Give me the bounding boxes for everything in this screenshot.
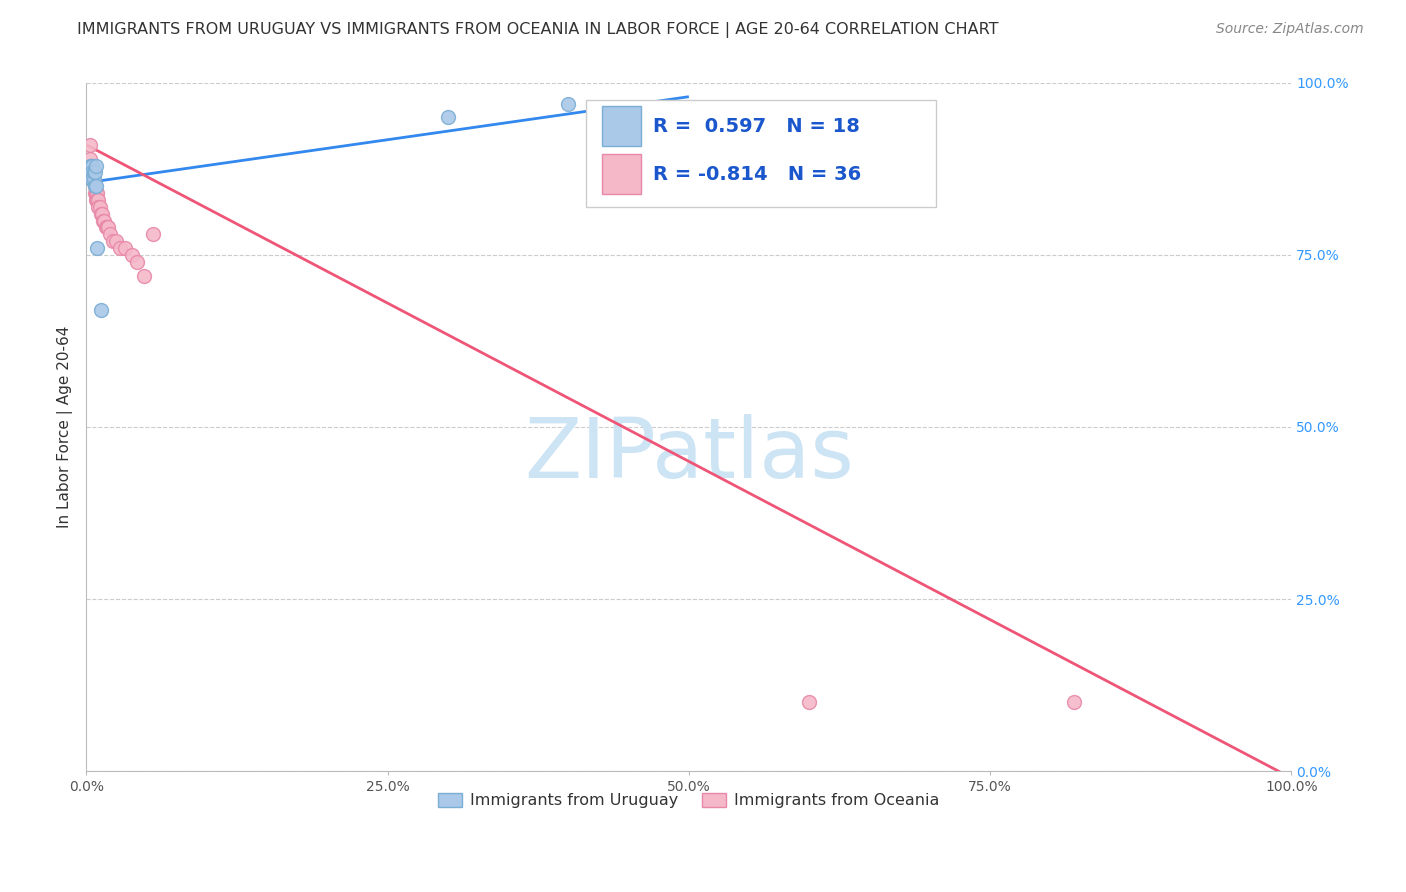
Point <box>83 165 105 179</box>
Point <box>96 220 118 235</box>
Point <box>83 165 105 179</box>
Point <box>82 159 104 173</box>
Point <box>114 241 136 255</box>
Point <box>80 159 103 173</box>
Text: ZIPatlas: ZIPatlas <box>524 414 853 495</box>
Point <box>93 213 115 227</box>
Point <box>83 172 105 186</box>
Point <box>105 234 128 248</box>
Point <box>121 248 143 262</box>
Point <box>83 186 105 200</box>
Point <box>91 207 114 221</box>
Point <box>1063 695 1085 709</box>
Legend: Immigrants from Uruguay, Immigrants from Oceania: Immigrants from Uruguay, Immigrants from… <box>432 786 946 814</box>
Point <box>82 165 104 179</box>
FancyBboxPatch shape <box>586 100 936 207</box>
FancyBboxPatch shape <box>602 153 641 194</box>
Text: Source: ZipAtlas.com: Source: ZipAtlas.com <box>1216 22 1364 37</box>
Point <box>437 111 460 125</box>
Point <box>134 268 156 283</box>
Point <box>83 179 105 194</box>
Point <box>84 179 107 194</box>
Point <box>86 193 108 207</box>
Point <box>125 255 148 269</box>
Y-axis label: In Labor Force | Age 20-64: In Labor Force | Age 20-64 <box>58 326 73 528</box>
Text: R = -0.814   N = 36: R = -0.814 N = 36 <box>652 165 860 184</box>
Point <box>100 227 122 242</box>
Point <box>557 96 579 111</box>
Point <box>799 695 821 709</box>
Point <box>101 234 124 248</box>
Text: IMMIGRANTS FROM URUGUAY VS IMMIGRANTS FROM OCEANIA IN LABOR FORCE | AGE 20-64 CO: IMMIGRANTS FROM URUGUAY VS IMMIGRANTS FR… <box>77 22 998 38</box>
Point <box>90 303 112 318</box>
Point <box>80 165 103 179</box>
Point <box>82 172 104 186</box>
Point <box>86 186 108 200</box>
Point <box>82 159 104 173</box>
Point <box>84 159 107 173</box>
Point <box>83 179 105 194</box>
Point <box>83 165 105 179</box>
Point <box>108 241 131 255</box>
Point <box>79 159 101 173</box>
Point <box>80 159 103 173</box>
Point <box>80 165 103 179</box>
Point <box>86 241 108 255</box>
Point <box>82 172 104 186</box>
Point <box>84 186 107 200</box>
Point <box>90 207 112 221</box>
Text: R =  0.597   N = 18: R = 0.597 N = 18 <box>652 117 859 136</box>
Point <box>87 193 110 207</box>
Point <box>142 227 165 242</box>
Point <box>94 220 117 235</box>
Point <box>83 172 105 186</box>
Point <box>79 137 101 152</box>
Point <box>87 200 110 214</box>
Point <box>84 193 107 207</box>
Point <box>89 200 111 214</box>
Point <box>97 220 120 235</box>
Point <box>91 213 114 227</box>
Point <box>79 152 101 166</box>
Point <box>82 165 104 179</box>
Point <box>80 172 103 186</box>
FancyBboxPatch shape <box>602 105 641 146</box>
Point <box>79 165 101 179</box>
